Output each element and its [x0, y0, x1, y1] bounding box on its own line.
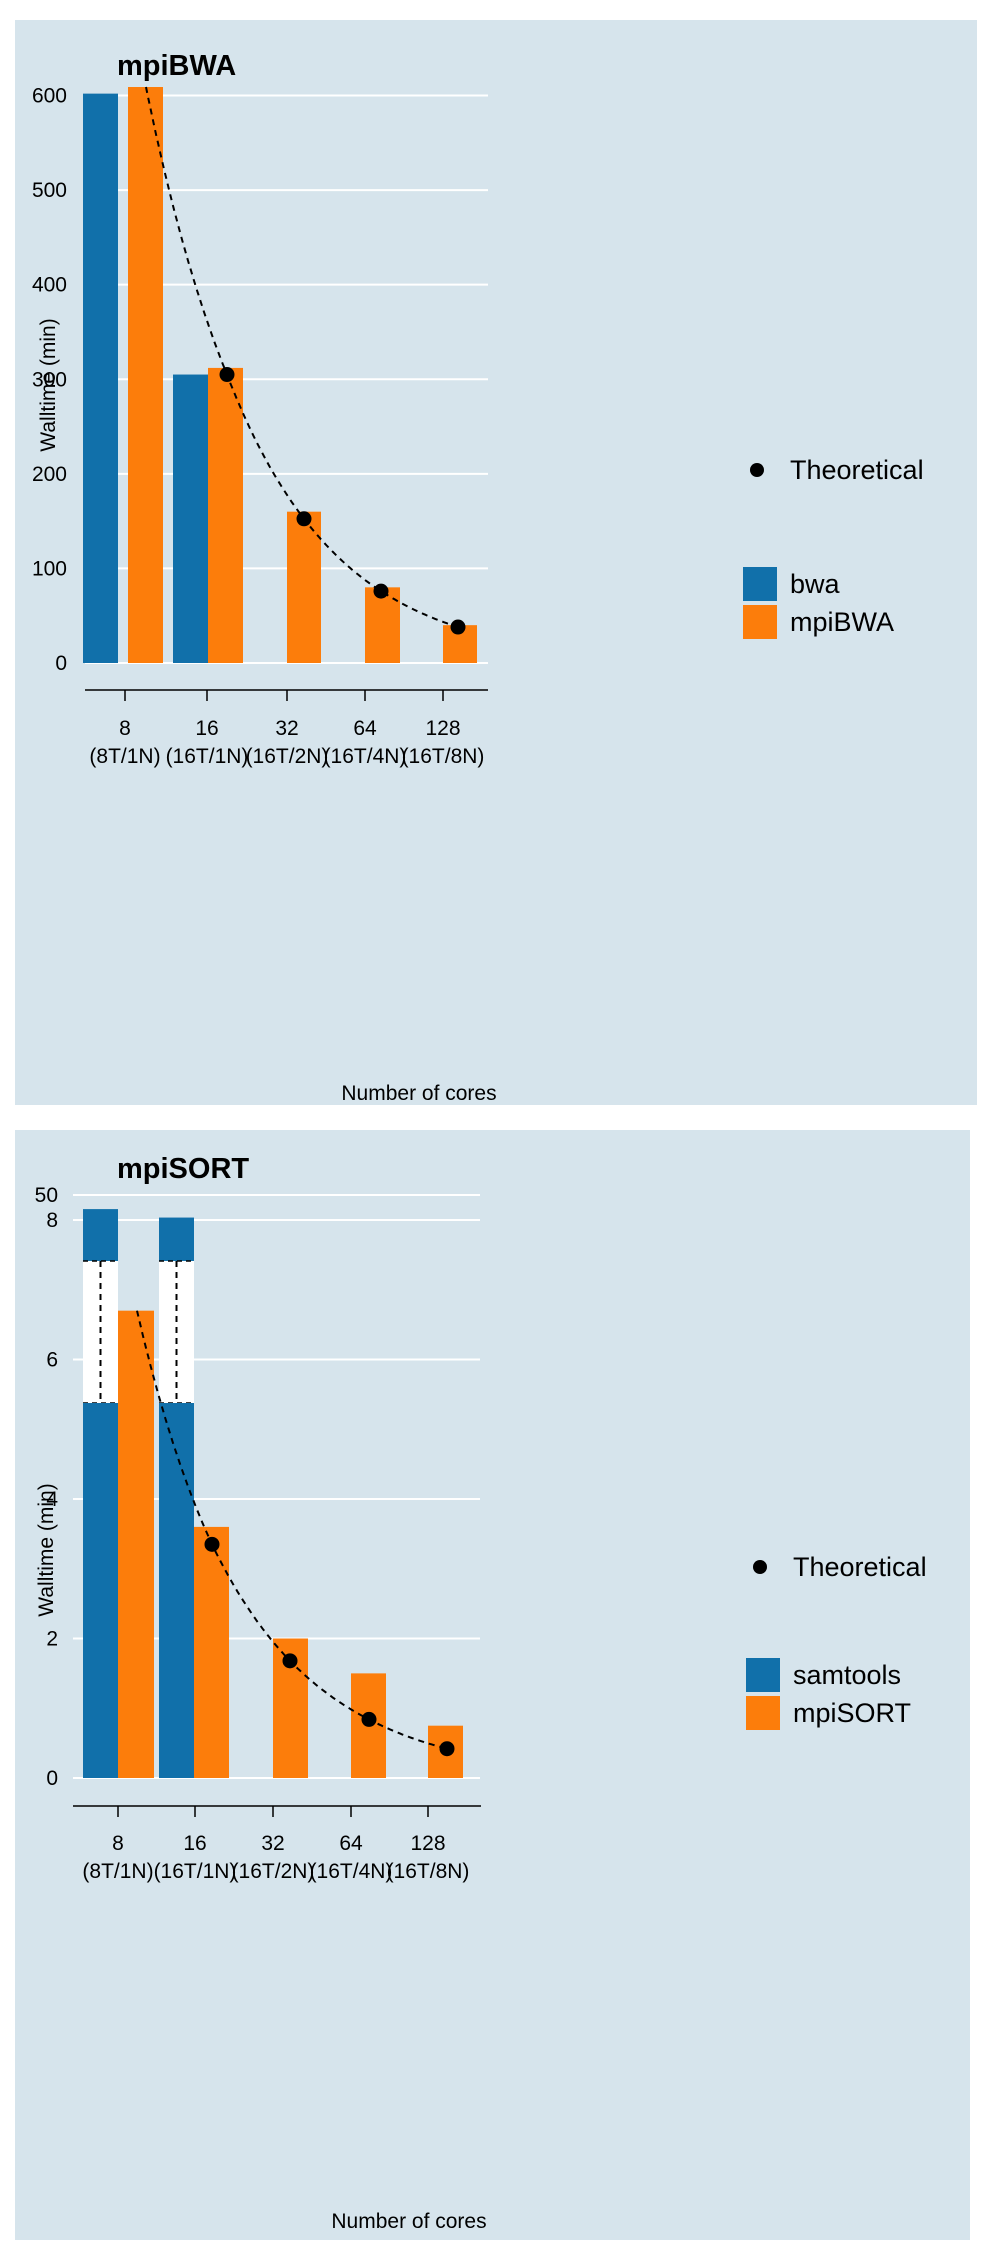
x-tick-sublabel: (16T/1N): [154, 1860, 237, 1883]
x-tick-sublabel: (8T/1N): [89, 745, 160, 768]
legend: Theoretical bwa mpiBWA: [743, 455, 924, 639]
y-tick-label: 0: [55, 652, 67, 675]
bar-mpisort: [118, 1310, 154, 1778]
x-tick-label: 64: [353, 717, 377, 740]
bar-bwa: [83, 93, 118, 663]
y-tick-label: 6: [46, 1349, 58, 1372]
legend-swatch-mpibwa: [743, 605, 777, 639]
theoretical-point: [204, 1536, 220, 1552]
x-tick-sublabel: (16T/4N): [310, 1860, 393, 1883]
y-tick-label: 8: [46, 1209, 58, 1232]
y-tick-label: 2: [46, 1628, 58, 1651]
x-tick-sublabel: (16T/2N): [232, 1860, 315, 1883]
theoretical-point: [282, 1653, 298, 1669]
chart-title: mpiSORT: [117, 1153, 249, 1185]
x-tick-label: 128: [410, 1832, 445, 1855]
legend-label-samtools: samtools: [793, 1660, 901, 1690]
x-tick-sublabel: (16T/4N): [324, 745, 407, 768]
x-tick-label: 8: [119, 717, 131, 740]
theoretical-point: [450, 619, 466, 635]
theoretical-curve: [145, 86, 466, 635]
theoretical-curve: [136, 1310, 455, 1757]
y-tick-label: 50: [35, 1184, 58, 1207]
x-tick-label: 128: [425, 717, 460, 740]
bar-mpibwa: [287, 511, 321, 663]
y-tick-label: 500: [32, 179, 67, 202]
legend-label-mpibwa: mpiBWA: [790, 607, 894, 637]
bar-mpisort: [194, 1526, 229, 1778]
x-tick-sublabel: (16T/2N): [246, 745, 329, 768]
x-tick-sublabel: (16T/8N): [387, 1860, 470, 1883]
y-tick-label: 0: [46, 1767, 58, 1790]
x-axis-label: Number of cores: [331, 2210, 486, 2233]
legend-theoretical-marker: [753, 1560, 767, 1574]
legend-label-mpisort: mpiSORT: [793, 1698, 911, 1728]
y-tick-label: 100: [32, 557, 67, 580]
bar-samtools-bottom: [159, 1403, 194, 1778]
theoretical-point: [296, 511, 312, 527]
x-tick-sublabel: (16T/1N): [166, 745, 249, 768]
axes: 0 100 200 300 400 500 600 8 (8T/1N) 16 (16T/1N) 32 (…: [32, 85, 488, 768]
legend-theoretical-label: Theoretical: [790, 455, 924, 485]
legend-swatch-samtools: [746, 1658, 780, 1692]
x-tick-label: 32: [261, 1832, 284, 1855]
bar-samtools-bottom: [83, 1403, 118, 1778]
y-tick-label: 200: [32, 463, 67, 486]
bar-mpibwa: [128, 87, 163, 663]
bar-samtools-top: [159, 1217, 194, 1261]
y-tick-label: 400: [32, 274, 67, 297]
y-tick-label: 600: [32, 85, 67, 108]
legend-swatch-bwa: [743, 567, 777, 601]
bar-mpibwa: [208, 367, 243, 663]
y-tick-label: 300: [32, 368, 67, 391]
legend-label-bwa: bwa: [790, 569, 841, 599]
bars: [83, 87, 477, 663]
legend: Theoretical samtools mpiSORT: [746, 1552, 927, 1730]
x-axis-label: Number of cores: [341, 1082, 496, 1105]
x-tick-label: 32: [275, 717, 298, 740]
axes: 02468508(8T/1N)16(16T/1N)32(16T/2N)64(16…: [35, 1184, 481, 1883]
x-tick-label: 16: [195, 717, 218, 740]
chart-panel-mpibwa: 0 100 200 300 400 500 600 8 (8T/1N) 16 (16T/1N) 32 (…: [15, 20, 977, 1105]
legend-theoretical-label: Theoretical: [793, 1552, 927, 1582]
bar-samtools-top: [83, 1209, 118, 1261]
y-axis-label: Walltime (min): [35, 1483, 58, 1616]
theoretical-point: [373, 583, 389, 599]
x-tick-sublabel: (16T/8N): [402, 745, 485, 768]
y-axis-label: Walltime (min): [37, 318, 60, 451]
x-tick-label: 8: [112, 1832, 124, 1855]
chart-mpisort: 02468508(8T/1N)16(16T/1N)32(16T/2N)64(16…: [35, 1153, 927, 2233]
bars: [83, 1209, 463, 1778]
legend-swatch-mpisort: [746, 1696, 780, 1730]
chart-mpibwa: 0 100 200 300 400 500 600 8 (8T/1N) 16 (16T/1N) 32 (…: [32, 50, 924, 1105]
y-tick-label: 4: [46, 1488, 58, 1511]
legend-theoretical-marker: [750, 463, 764, 477]
x-tick-label: 64: [339, 1832, 363, 1855]
theoretical-point: [361, 1711, 377, 1727]
chart-panel-mpisort: 0 2 4 6 8 50 8 (8T/1N) 16 (16T/1N) 32 (16T/2N) 64 (16…: [15, 1130, 970, 2240]
chart-title: mpiBWA: [117, 50, 236, 82]
bar-bwa: [173, 374, 208, 663]
x-tick-label: 16: [183, 1832, 206, 1855]
x-tick-sublabel: (8T/1N): [82, 1860, 153, 1883]
theoretical-point: [439, 1741, 455, 1757]
theoretical-point: [219, 367, 235, 383]
